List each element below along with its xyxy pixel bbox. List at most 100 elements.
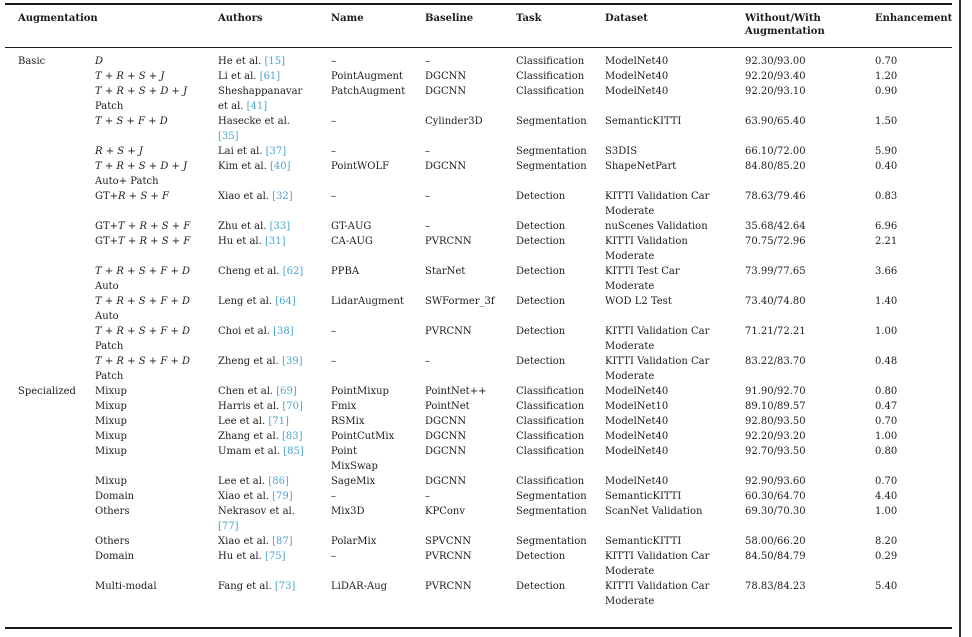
- cell-baseline: DGCNN: [425, 71, 467, 82]
- cell-authors: Li et al. [61]: [218, 71, 281, 82]
- cell-without-with: 92.80/93.50: [745, 416, 806, 427]
- citation-ref[interactable]: [15]: [264, 56, 285, 67]
- column-header-4: Task: [516, 4, 606, 48]
- cell-dataset: S3DIS: [605, 146, 638, 157]
- citation-ref[interactable]: [86]: [268, 476, 289, 487]
- cell-enhancement: 4.40: [875, 491, 898, 502]
- cell-dataset: ScanNet Validation: [605, 506, 703, 517]
- column-header-3: Baseline: [425, 4, 517, 48]
- table-header: Augmentation Authors Name Baseline Task Datas…: [5, 4, 952, 48]
- cell-authors: Hasecke et al. [35]: [218, 116, 290, 142]
- table-body: Basic D He et al. [15] – – Classification Mode…: [5, 48, 952, 610]
- cell-aug-group: [5, 489, 95, 504]
- cell-authors: Nekrasov et al. [77]: [218, 506, 295, 532]
- citation-ref[interactable]: [64]: [275, 296, 296, 307]
- cell-without-with: 78.63/79.46: [745, 191, 806, 202]
- cell-dataset: KITTI Validation Car Moderate: [605, 326, 710, 352]
- table-row: GT+T + R + S + F Zhu et al. [33] GT-AUG – De…: [5, 219, 952, 234]
- column-header-0: Augmentation: [5, 4, 219, 48]
- cell-aug-group: Specialized: [18, 386, 76, 397]
- citation-ref[interactable]: [31]: [265, 236, 286, 247]
- cell-name: –: [331, 551, 337, 562]
- table-row: R + S + J Lai et al. [37] – – Segmentation S3…: [5, 144, 952, 159]
- cell-augmentation: Mixup: [95, 431, 127, 442]
- cell-without-with: 63.90/65.40: [745, 116, 806, 127]
- cell-dataset: KITTI Validation Car Moderate: [605, 356, 710, 382]
- cell-augmentation: T + R + S + F + D Patch: [95, 356, 191, 382]
- augmentation-survey-table: Augmentation Authors Name Baseline Task Datas…: [5, 3, 952, 609]
- cell-aug-group: [5, 294, 95, 324]
- citation-ref[interactable]: [41]: [246, 101, 268, 112]
- citation-ref[interactable]: [73]: [274, 581, 296, 592]
- cell-augmentation: Others: [95, 506, 130, 517]
- cell-task: Detection: [516, 266, 566, 277]
- table-row: Domain Hu et al. [75] – PVRCNN Detection KITT…: [5, 549, 952, 579]
- cell-task: Segmentation: [516, 146, 587, 157]
- cell-baseline: PVRCNN: [425, 581, 472, 592]
- cell-enhancement: 0.29: [875, 551, 898, 562]
- citation-ref[interactable]: [85]: [283, 446, 304, 457]
- cell-authors: Hu et al. [31]: [218, 236, 286, 247]
- cell-name: GT-AUG: [331, 221, 372, 232]
- cell-task: Classification: [516, 386, 585, 397]
- cell-aug-group: [5, 114, 95, 144]
- citation-ref[interactable]: [75]: [265, 551, 286, 562]
- citation-ref[interactable]: [70]: [282, 401, 303, 412]
- cell-name: LiDAR-Aug: [331, 581, 388, 592]
- cell-authors: Harris et al. [70]: [218, 401, 303, 412]
- cell-baseline: PVRCNN: [425, 326, 472, 337]
- cell-task: Detection: [516, 221, 566, 232]
- citation-ref[interactable]: [61]: [259, 71, 281, 82]
- citation-ref[interactable]: [62]: [282, 266, 304, 277]
- cell-name: –: [331, 326, 337, 337]
- cell-augmentation: T + R + S + F + D Auto: [95, 266, 191, 292]
- cell-augmentation: GT+T + R + S + F: [95, 236, 191, 247]
- cell-aug-group: [5, 579, 95, 609]
- citation-ref[interactable]: [35]: [218, 131, 239, 142]
- cell-baseline: DGCNN: [425, 161, 467, 172]
- cell-name: –: [331, 116, 337, 127]
- cell-baseline: SPVCNN: [425, 536, 471, 547]
- cell-authors: Lee et al. [71]: [218, 416, 289, 427]
- cell-name: PolarMix: [331, 536, 377, 547]
- cell-baseline: KPConv: [425, 506, 465, 517]
- cell-augmentation: GT+T + R + S + F: [95, 221, 191, 232]
- table-row: Others Xiao et al. [87] PolarMix SPVCNN Segm…: [5, 534, 952, 549]
- citation-ref[interactable]: [38]: [273, 326, 294, 337]
- table-row: T + R + S + D + J Auto+ Patch Kim et al. […: [5, 159, 952, 189]
- page-right-border: [959, 0, 961, 637]
- cell-aug-group: [5, 219, 95, 234]
- citation-ref[interactable]: [83]: [282, 431, 303, 442]
- cell-aug-group: [5, 144, 95, 159]
- cell-aug-group: [5, 414, 95, 429]
- citation-ref[interactable]: [79]: [272, 491, 293, 502]
- cell-enhancement: 8.20: [875, 536, 898, 547]
- cell-without-with: 83.22/83.70: [745, 356, 806, 367]
- cell-authors: Umam et al. [85]: [218, 446, 304, 457]
- cell-baseline: –: [425, 356, 431, 367]
- cell-baseline: SWFormer_3f: [425, 296, 495, 307]
- cell-task: Classification: [516, 476, 585, 487]
- citation-ref[interactable]: [71]: [268, 416, 289, 427]
- cell-without-with: 66.10/72.00: [745, 146, 806, 157]
- cell-without-with: 92.20/93.10: [745, 86, 806, 97]
- cell-baseline: DGCNN: [425, 476, 467, 487]
- cell-augmentation: Domain: [95, 491, 135, 502]
- citation-ref[interactable]: [87]: [272, 536, 293, 547]
- column-header-1: Authors: [218, 4, 332, 48]
- citation-ref[interactable]: [37]: [265, 146, 287, 157]
- cell-augmentation: Mixup: [95, 476, 127, 487]
- citation-ref[interactable]: [39]: [281, 356, 303, 367]
- cell-authors: Kim et al. [40]: [218, 161, 291, 172]
- citation-ref[interactable]: [40]: [269, 161, 291, 172]
- cell-task: Detection: [516, 296, 566, 307]
- table-row: T + R + S + D + J Patch Sheshappanavar et a…: [5, 84, 952, 114]
- cell-task: Detection: [516, 236, 566, 247]
- table-row: GT+R + S + F Xiao et al. [32] – – Detection K…: [5, 189, 952, 219]
- cell-baseline: –: [425, 56, 431, 67]
- citation-ref[interactable]: [32]: [272, 191, 293, 202]
- cell-without-with: 73.40/74.80: [745, 296, 806, 307]
- citation-ref[interactable]: [33]: [269, 221, 291, 232]
- citation-ref[interactable]: [69]: [276, 386, 297, 397]
- citation-ref[interactable]: [77]: [218, 521, 239, 532]
